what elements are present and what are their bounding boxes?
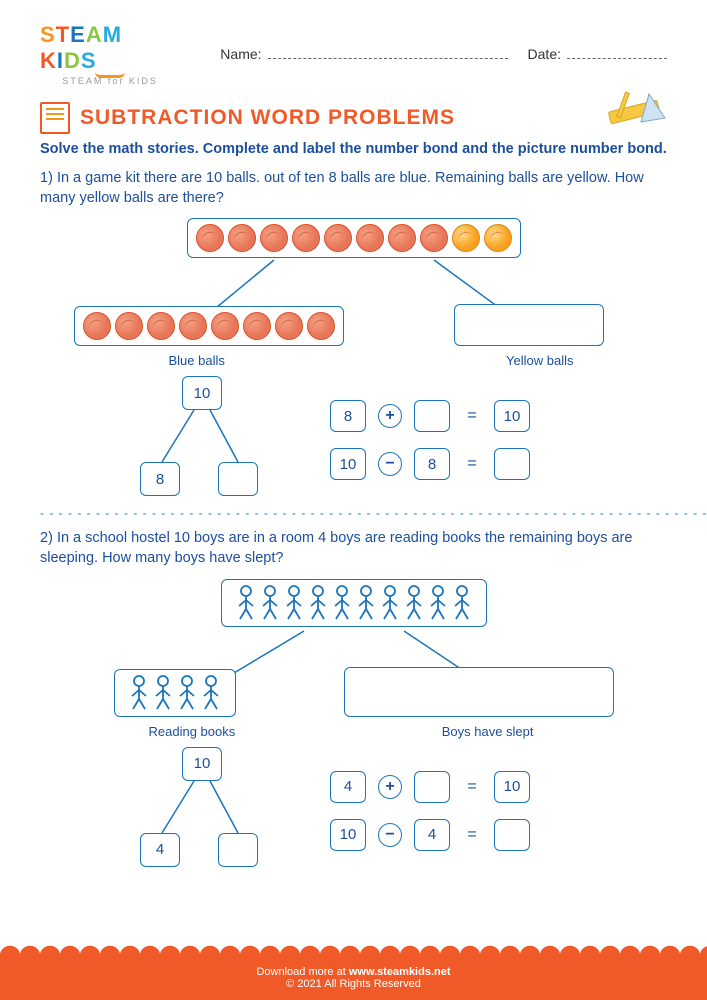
stick-figure-icon	[356, 585, 376, 621]
eq-sub-r[interactable]	[494, 819, 530, 851]
ball-icon	[179, 312, 207, 340]
ball-icon	[115, 312, 143, 340]
equations-2: 4 + = 10 10 − 4 =	[330, 747, 530, 867]
ball-icon	[211, 312, 239, 340]
eq-sub-b: 8	[414, 448, 450, 480]
equals-sign: =	[462, 778, 482, 796]
problem-text: In a game kit there are 10 balls. out of…	[40, 170, 644, 206]
picture-bond-2: Reading books Boys have slept	[74, 579, 634, 739]
left-part-label: Reading books	[149, 724, 236, 739]
left-part-label: Blue balls	[169, 353, 225, 368]
eq-sub-r[interactable]	[494, 448, 530, 480]
stick-figure-icon	[428, 585, 448, 621]
bond-part-left: 8	[140, 462, 180, 496]
minus-icon: −	[378, 823, 402, 847]
ball-icon	[292, 224, 320, 252]
problem-2: 2) In a school hostel 10 boys are in a r…	[0, 524, 707, 873]
part-left-box	[74, 306, 344, 346]
worksheet-icon	[40, 102, 70, 134]
worksheet-header: STEAM KIDS STEAM for KIDS Name: Date:	[0, 0, 707, 96]
eq-add-a: 4	[330, 771, 366, 803]
footer-download: Download more at	[256, 966, 345, 978]
stick-figure-icon	[308, 585, 328, 621]
ball-icon	[243, 312, 271, 340]
equals-sign: =	[462, 826, 482, 844]
number-bond-2: 10 4	[120, 747, 290, 867]
eq-add-b[interactable]	[414, 400, 450, 432]
equals-sign: =	[462, 455, 482, 473]
ball-icon	[307, 312, 335, 340]
stick-figure-icon	[380, 585, 400, 621]
brand-tagline: STEAM for KIDS	[40, 76, 180, 86]
right-part-label: Yellow balls	[506, 353, 573, 368]
plus-icon: +	[378, 775, 402, 799]
stick-figure-icon	[260, 585, 280, 621]
bond-whole: 10	[182, 376, 222, 410]
equals-sign: =	[462, 407, 482, 425]
bond-part-right[interactable]	[218, 833, 258, 867]
ball-icon	[356, 224, 384, 252]
stick-figure-icon	[404, 585, 424, 621]
date-input-line[interactable]	[567, 47, 667, 59]
number-bond-1: 10 8	[120, 376, 290, 496]
bond-whole: 10	[182, 747, 222, 781]
footer-copyright: © 2021 All Rights Reserved	[0, 978, 707, 990]
plus-icon: +	[378, 404, 402, 428]
minus-icon: −	[378, 452, 402, 476]
eq-sub-a: 10	[330, 448, 366, 480]
ball-icon	[275, 312, 303, 340]
problem-number: 1)	[40, 170, 53, 186]
eq-add-r: 10	[494, 400, 530, 432]
stick-figure-icon	[177, 675, 197, 711]
ball-icon	[324, 224, 352, 252]
part-left-box	[114, 669, 236, 717]
stick-figure-icon	[236, 585, 256, 621]
ball-icon	[228, 224, 256, 252]
date-label: Date:	[528, 46, 561, 62]
right-part-label: Boys have slept	[442, 724, 534, 739]
instructions-text: Solve the math stories. Complete and lab…	[0, 134, 707, 164]
ball-icon	[420, 224, 448, 252]
name-input-line[interactable]	[268, 47, 508, 59]
stick-figure-icon	[129, 675, 149, 711]
bond-part-right[interactable]	[218, 462, 258, 496]
eq-add-r: 10	[494, 771, 530, 803]
problem-number: 2)	[40, 530, 53, 546]
title-row: SUBTRACTION WORD PROBLEMS	[0, 102, 707, 134]
problem-divider: - - - - - - - - - - - - - - - - - - - - …	[0, 502, 707, 524]
ball-icon	[388, 224, 416, 252]
ball-icon	[260, 224, 288, 252]
eq-sub-b: 4	[414, 819, 450, 851]
ruler-pencil-icon	[607, 90, 667, 130]
ball-icon	[196, 224, 224, 252]
ball-icon	[147, 312, 175, 340]
problem-1: 1) In a game kit there are 10 balls. out…	[0, 164, 707, 503]
picture-bond-1: Blue balls Yellow balls	[74, 218, 634, 368]
whole-box	[187, 218, 521, 258]
whole-box	[221, 579, 487, 627]
brand-logo: STEAM KIDS STEAM for KIDS	[40, 22, 180, 86]
worksheet-title: SUBTRACTION WORD PROBLEMS	[80, 106, 455, 130]
stick-figure-icon	[452, 585, 472, 621]
name-label: Name:	[220, 46, 261, 62]
ball-icon	[484, 224, 512, 252]
part-right-box[interactable]	[454, 304, 604, 346]
stick-figure-icon	[284, 585, 304, 621]
ball-icon	[452, 224, 480, 252]
eq-add-a: 8	[330, 400, 366, 432]
stick-figure-icon	[153, 675, 173, 711]
footer-url[interactable]: www.steamkids.net	[349, 966, 451, 978]
bond-part-left: 4	[140, 833, 180, 867]
stick-figure-icon	[201, 675, 221, 711]
eq-sub-a: 10	[330, 819, 366, 851]
page-footer: Download more at www.steamkids.net © 202…	[0, 956, 707, 1000]
problem-text: In a school hostel 10 boys are in a room…	[40, 530, 632, 566]
part-right-box[interactable]	[344, 667, 614, 717]
eq-add-b[interactable]	[414, 771, 450, 803]
equations-1: 8 + = 10 10 − 8 =	[330, 376, 530, 496]
ball-icon	[83, 312, 111, 340]
stick-figure-icon	[332, 585, 352, 621]
